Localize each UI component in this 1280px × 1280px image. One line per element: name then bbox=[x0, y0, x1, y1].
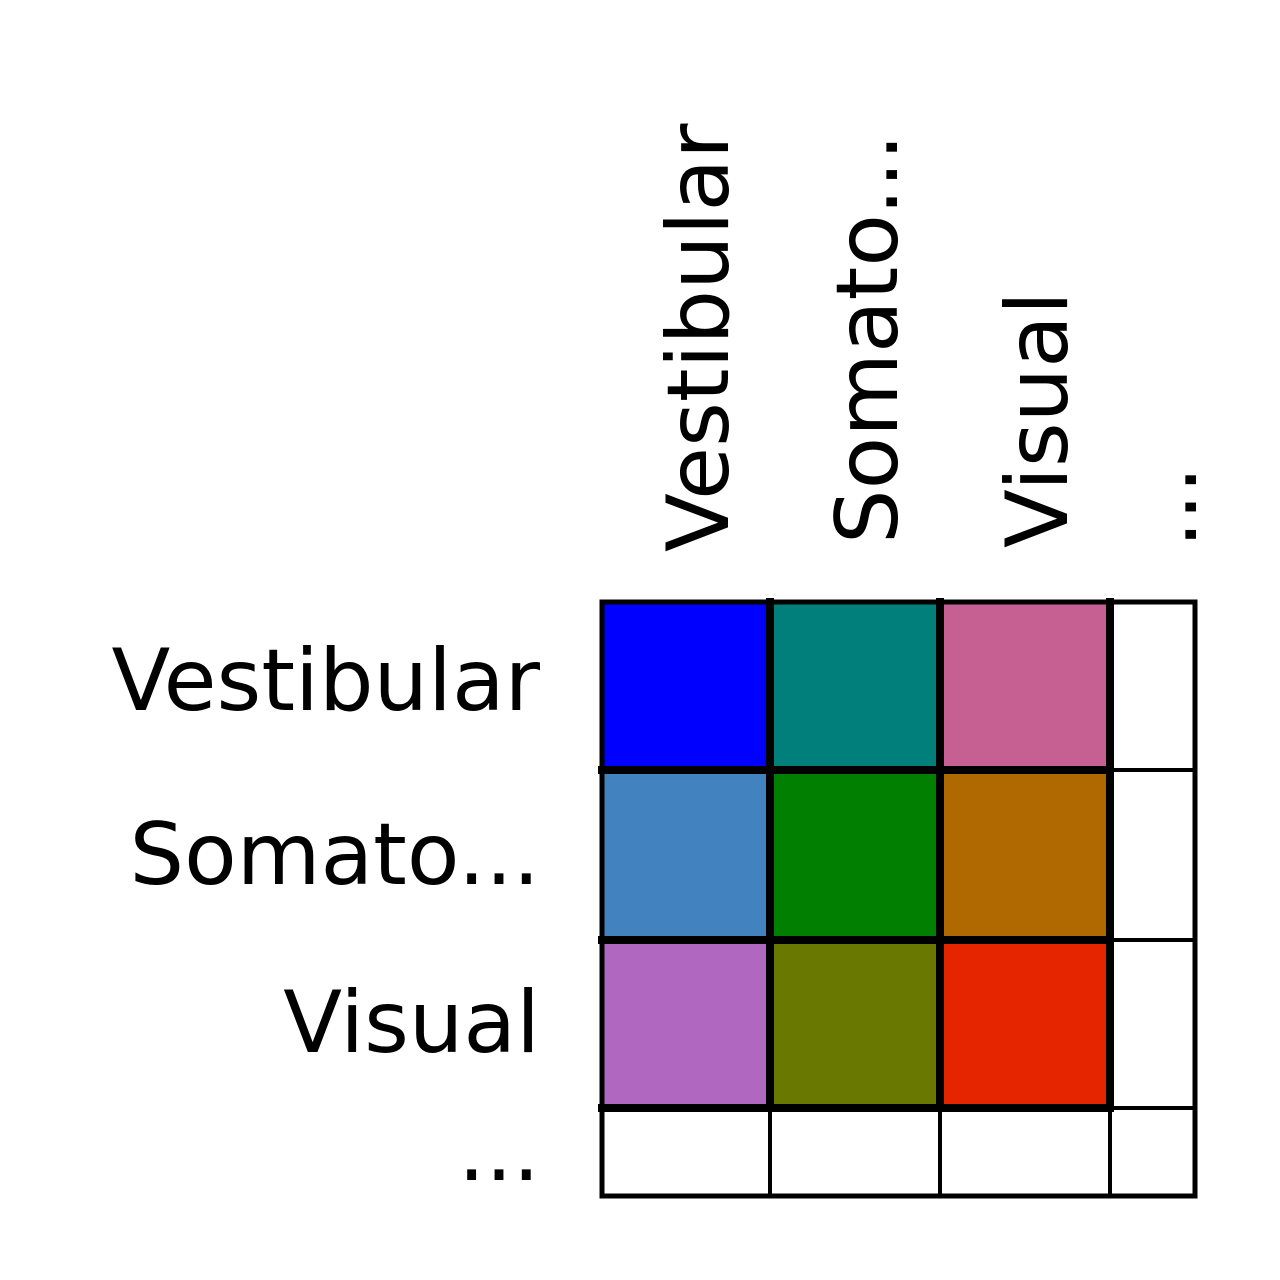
row-label-visual: Visual bbox=[283, 973, 540, 1073]
cell-more-vestibular bbox=[602, 1108, 770, 1196]
cell-vestibular-visual bbox=[940, 602, 1110, 770]
cell-visual-visual bbox=[940, 940, 1110, 1108]
row-label-somato: Somato... bbox=[129, 805, 540, 905]
grid-border bbox=[599, 599, 1198, 1199]
cell-somato-vestibular bbox=[602, 770, 770, 940]
column-label-visual: Visual bbox=[988, 291, 1088, 548]
cell-vestibular-more bbox=[1110, 602, 1195, 770]
cell-visual-more bbox=[1110, 940, 1195, 1108]
column-label-somato: Somato... bbox=[818, 133, 918, 544]
cell-visual-vestibular bbox=[602, 940, 770, 1108]
cell-more-visual bbox=[940, 1108, 1110, 1196]
cell-somato-more bbox=[1110, 770, 1195, 940]
cell-more-more bbox=[1110, 1108, 1195, 1196]
cell-vestibular-vestibular bbox=[602, 602, 770, 770]
row-label-more: ... bbox=[458, 1101, 540, 1201]
cell-vestibular-somato bbox=[770, 602, 940, 770]
cell-somato-somato bbox=[770, 770, 940, 940]
column-label-vestibular: Vestibular bbox=[649, 123, 749, 552]
matrix-grid bbox=[598, 598, 1198, 1199]
cell-visual-somato bbox=[770, 940, 940, 1108]
row-label-vestibular: Vestibular bbox=[111, 631, 540, 731]
cell-more-somato bbox=[770, 1108, 940, 1196]
cell-somato-visual bbox=[940, 770, 1110, 940]
matrix-cells bbox=[602, 602, 1195, 1196]
column-label-more: ... bbox=[1117, 466, 1217, 548]
